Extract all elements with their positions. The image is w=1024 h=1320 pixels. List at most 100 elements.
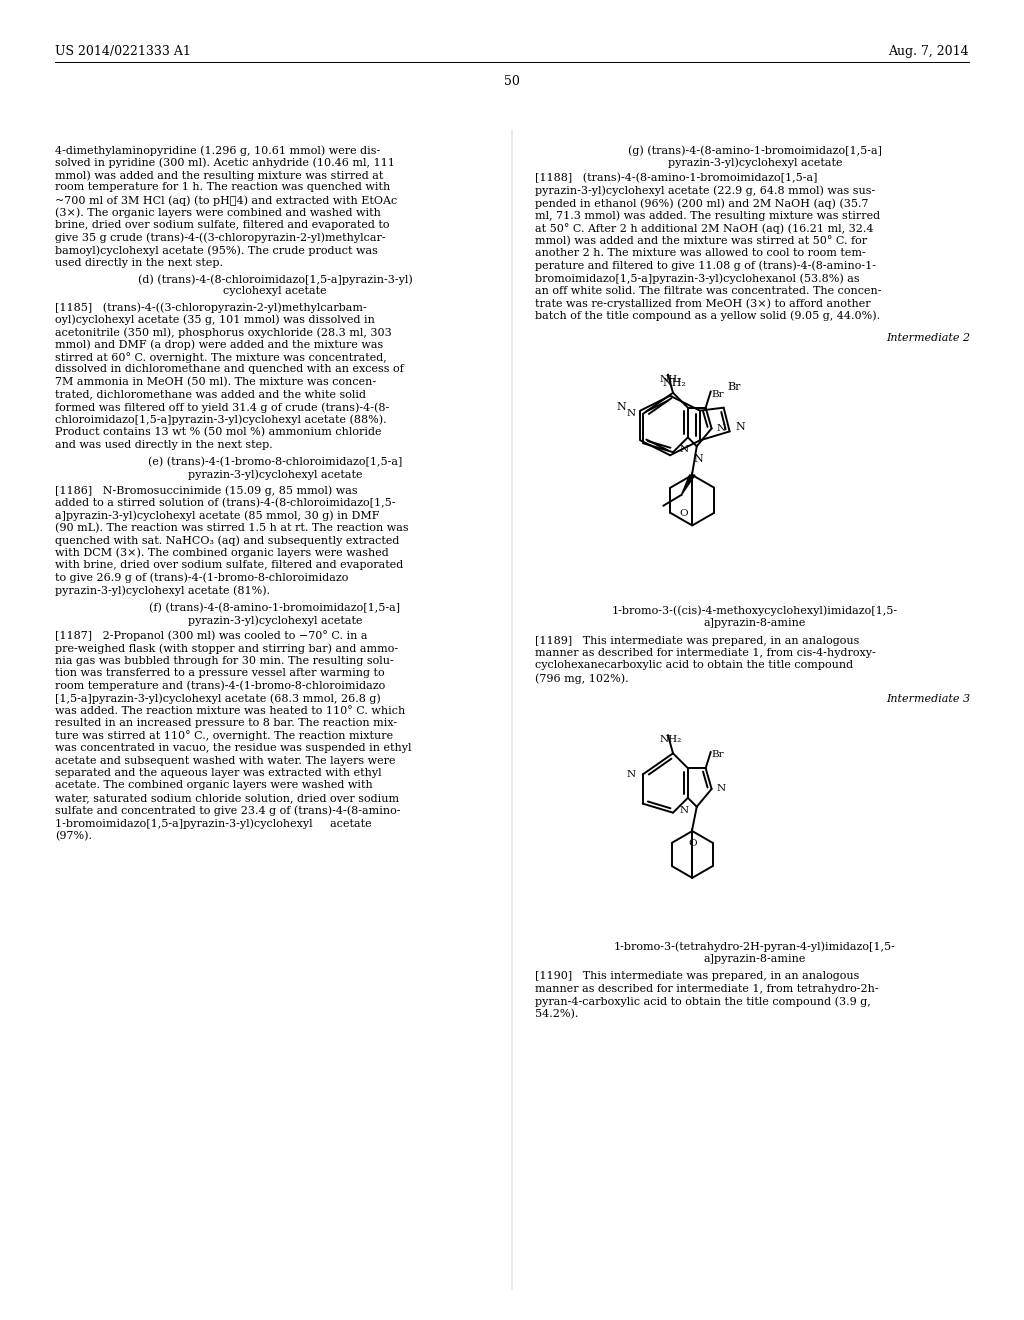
Text: (e) (trans)-4-(1-bromo-8-chloroimidazo[1,5-a]: (e) (trans)-4-(1-bromo-8-chloroimidazo[1… <box>147 457 402 467</box>
Text: pyrazin-3-yl)cyclohexyl acetate (81%).: pyrazin-3-yl)cyclohexyl acetate (81%). <box>55 585 270 595</box>
Text: mmol) and DMF (a drop) were added and the mixture was: mmol) and DMF (a drop) were added and th… <box>55 339 383 350</box>
Text: N: N <box>735 422 745 433</box>
Text: (f) (trans)-4-(8-amino-1-bromoimidazo[1,5-a]: (f) (trans)-4-(8-amino-1-bromoimidazo[1,… <box>150 602 400 612</box>
Text: [1188]   (trans)-4-(8-amino-1-bromoimidazo[1,5-a]: [1188] (trans)-4-(8-amino-1-bromoimidazo… <box>535 173 817 183</box>
Text: NH₂: NH₂ <box>660 375 682 384</box>
Text: US 2014/0221333 A1: US 2014/0221333 A1 <box>55 45 190 58</box>
Text: batch of the title compound as a yellow solid (9.05 g, 44.0%).: batch of the title compound as a yellow … <box>535 310 880 321</box>
Text: sulfate and concentrated to give 23.4 g of (trans)-4-(8-amino-: sulfate and concentrated to give 23.4 g … <box>55 805 400 816</box>
Text: pyrazin-3-yl)cyclohexyl acetate: pyrazin-3-yl)cyclohexyl acetate <box>187 615 362 626</box>
Text: with DCM (3×). The combined organic layers were washed: with DCM (3×). The combined organic laye… <box>55 548 389 558</box>
Text: (3×). The organic layers were combined and washed with: (3×). The organic layers were combined a… <box>55 207 381 218</box>
Text: Br: Br <box>712 389 724 399</box>
Text: pyran-4-carboxylic acid to obtain the title compound (3.9 g,: pyran-4-carboxylic acid to obtain the ti… <box>535 997 870 1007</box>
Text: trated, dichloromethane was added and the white solid: trated, dichloromethane was added and th… <box>55 389 366 400</box>
Text: pre-weighed flask (with stopper and stirring bar) and ammo-: pre-weighed flask (with stopper and stir… <box>55 643 398 653</box>
Text: dissolved in dichloromethane and quenched with an excess of: dissolved in dichloromethane and quenche… <box>55 364 403 375</box>
Text: 54.2%).: 54.2%). <box>535 1008 579 1019</box>
Text: 1-bromoimidazo[1,5-a]pyrazin-3-yl)cyclohexyl     acetate: 1-bromoimidazo[1,5-a]pyrazin-3-yl)cycloh… <box>55 818 372 829</box>
Text: mmol) was added and the mixture was stirred at 50° C. for: mmol) was added and the mixture was stir… <box>535 235 867 246</box>
Text: trate was re-crystallized from MeOH (3×) to afford another: trate was re-crystallized from MeOH (3×)… <box>535 298 870 309</box>
Text: 1-bromo-3-(tetrahydro-2H-pyran-4-yl)imidazo[1,5-: 1-bromo-3-(tetrahydro-2H-pyran-4-yl)imid… <box>614 941 896 952</box>
Text: cyclohexyl acetate: cyclohexyl acetate <box>223 286 327 297</box>
Text: (97%).: (97%). <box>55 830 92 841</box>
Text: acetonitrile (350 ml), phosphorus oxychloride (28.3 ml, 303: acetonitrile (350 ml), phosphorus oxychl… <box>55 327 392 338</box>
Text: pended in ethanol (96%) (200 ml) and 2M NaOH (aq) (35.7: pended in ethanol (96%) (200 ml) and 2M … <box>535 198 868 209</box>
Text: a]pyrazin-3-yl)cyclohexyl acetate (85 mmol, 30 g) in DMF: a]pyrazin-3-yl)cyclohexyl acetate (85 mm… <box>55 510 380 520</box>
Text: room temperature for 1 h. The reaction was quenched with: room temperature for 1 h. The reaction w… <box>55 182 390 193</box>
Text: O: O <box>679 510 688 517</box>
Text: an off white solid. The filtrate was concentrated. The concen-: an off white solid. The filtrate was con… <box>535 285 882 296</box>
Text: with brine, dried over sodium sulfate, filtered and evaporated: with brine, dried over sodium sulfate, f… <box>55 560 403 570</box>
Text: quenched with sat. NaHCO₃ (aq) and subsequently extracted: quenched with sat. NaHCO₃ (aq) and subse… <box>55 535 399 545</box>
Text: stirred at 60° C. overnight. The mixture was concentrated,: stirred at 60° C. overnight. The mixture… <box>55 352 387 363</box>
Text: NH₂: NH₂ <box>663 378 686 388</box>
Text: a]pyrazin-8-amine: a]pyrazin-8-amine <box>703 953 806 964</box>
Text: O: O <box>688 840 696 847</box>
Text: N: N <box>679 445 688 454</box>
Text: N: N <box>626 409 635 418</box>
Text: N: N <box>693 454 702 465</box>
Text: bamoyl)cyclohexyl acetate (95%). The crude product was: bamoyl)cyclohexyl acetate (95%). The cru… <box>55 246 378 256</box>
Text: N: N <box>626 770 635 779</box>
Text: N: N <box>717 784 726 793</box>
Text: N: N <box>679 805 688 814</box>
Text: give 35 g crude (trans)-4-((3-chloropyrazin-2-yl)methylcar-: give 35 g crude (trans)-4-((3-chloropyra… <box>55 232 386 243</box>
Polygon shape <box>681 475 695 495</box>
Text: at 50° C. After 2 h additional 2M NaOH (aq) (16.21 ml, 32.4: at 50° C. After 2 h additional 2M NaOH (… <box>535 223 873 234</box>
Text: NH₂: NH₂ <box>660 735 682 744</box>
Text: pyrazin-3-yl)cyclohexyl acetate: pyrazin-3-yl)cyclohexyl acetate <box>668 157 843 168</box>
Text: 4-dimethylaminopyridine (1.296 g, 10.61 mmol) were dis-: 4-dimethylaminopyridine (1.296 g, 10.61 … <box>55 145 380 156</box>
Text: Aug. 7, 2014: Aug. 7, 2014 <box>889 45 969 58</box>
Text: (90 mL). The reaction was stirred 1.5 h at rt. The reaction was: (90 mL). The reaction was stirred 1.5 h … <box>55 523 409 533</box>
Text: formed was filtered off to yield 31.4 g of crude (trans)-4-(8-: formed was filtered off to yield 31.4 g … <box>55 403 389 413</box>
Text: Br: Br <box>712 750 724 759</box>
Text: was added. The reaction mixture was heated to 110° C. which: was added. The reaction mixture was heat… <box>55 705 406 715</box>
Text: separated and the aqueous layer was extracted with ethyl: separated and the aqueous layer was extr… <box>55 768 382 777</box>
Text: pyrazin-3-yl)cyclohexyl acetate: pyrazin-3-yl)cyclohexyl acetate <box>187 470 362 480</box>
Text: chloroimidazo[1,5-a]pyrazin-3-yl)cyclohexyl acetate (88%).: chloroimidazo[1,5-a]pyrazin-3-yl)cyclohe… <box>55 414 387 425</box>
Text: [1186]   N-Bromosuccinimide (15.09 g, 85 mmol) was: [1186] N-Bromosuccinimide (15.09 g, 85 m… <box>55 484 357 495</box>
Text: 7M ammonia in MeOH (50 ml). The mixture was concen-: 7M ammonia in MeOH (50 ml). The mixture … <box>55 378 376 387</box>
Text: to give 26.9 g of (trans)-4-(1-bromo-8-chloroimidazo: to give 26.9 g of (trans)-4-(1-bromo-8-c… <box>55 573 348 583</box>
Text: acetate and subsequent washed with water. The layers were: acetate and subsequent washed with water… <box>55 755 395 766</box>
Text: Intermediate 3: Intermediate 3 <box>886 693 970 704</box>
Text: 50: 50 <box>504 75 520 88</box>
Text: solved in pyridine (300 ml). Acetic anhydride (10.46 ml, 111: solved in pyridine (300 ml). Acetic anhy… <box>55 157 395 168</box>
Text: 1-bromo-3-((cis)-4-methoxycyclohexyl)imidazo[1,5-: 1-bromo-3-((cis)-4-methoxycyclohexyl)imi… <box>612 606 898 616</box>
Text: (d) (trans)-4-(8-chloroimidazo[1,5-a]pyrazin-3-yl): (d) (trans)-4-(8-chloroimidazo[1,5-a]pyr… <box>137 275 413 285</box>
Text: (g) (trans)-4-(8-amino-1-bromoimidazo[1,5-a]: (g) (trans)-4-(8-amino-1-bromoimidazo[1,… <box>628 145 882 156</box>
Text: manner as described for intermediate 1, from tetrahydro-2h-: manner as described for intermediate 1, … <box>535 983 879 994</box>
Text: [1187]   2-Propanol (300 ml) was cooled to −70° C. in a: [1187] 2-Propanol (300 ml) was cooled to… <box>55 631 368 642</box>
Text: a]pyrazin-8-amine: a]pyrazin-8-amine <box>703 618 806 628</box>
Text: N: N <box>717 424 726 433</box>
Text: N: N <box>616 401 627 412</box>
Text: nia gas was bubbled through for 30 min. The resulting solu-: nia gas was bubbled through for 30 min. … <box>55 656 394 665</box>
Text: room temperature and (trans)-4-(1-bromo-8-chloroimidazo: room temperature and (trans)-4-(1-bromo-… <box>55 681 385 692</box>
Text: manner as described for intermediate 1, from cis-4-hydroxy-: manner as described for intermediate 1, … <box>535 648 876 657</box>
Text: [1189]   This intermediate was prepared, in an analogous: [1189] This intermediate was prepared, i… <box>535 635 859 645</box>
Text: Intermediate 2: Intermediate 2 <box>886 333 970 343</box>
Text: tion was transferred to a pressure vessel after warming to: tion was transferred to a pressure vesse… <box>55 668 385 678</box>
Text: mmol) was added and the resulting mixture was stirred at: mmol) was added and the resulting mixtur… <box>55 170 383 181</box>
Text: oyl)cyclohexyl acetate (35 g, 101 mmol) was dissolved in: oyl)cyclohexyl acetate (35 g, 101 mmol) … <box>55 314 375 325</box>
Text: cyclohexanecarboxylic acid to obtain the title compound: cyclohexanecarboxylic acid to obtain the… <box>535 660 853 671</box>
Text: (796 mg, 102%).: (796 mg, 102%). <box>535 673 629 684</box>
Text: [1185]   (trans)-4-((3-chloropyrazin-2-yl)methylcarbam-: [1185] (trans)-4-((3-chloropyrazin-2-yl)… <box>55 302 367 313</box>
Text: and was used directly in the next step.: and was used directly in the next step. <box>55 440 272 450</box>
Text: bromoimidazo[1,5-a]pyrazin-3-yl)cyclohexanol (53.8%) as: bromoimidazo[1,5-a]pyrazin-3-yl)cyclohex… <box>535 273 859 284</box>
Text: another 2 h. The mixture was allowed to cool to room tem-: another 2 h. The mixture was allowed to … <box>535 248 865 257</box>
Text: ml, 71.3 mmol) was added. The resulting mixture was stirred: ml, 71.3 mmol) was added. The resulting … <box>535 210 880 220</box>
Text: [1,5-a]pyrazin-3-yl)cyclohexyl acetate (68.3 mmol, 26.8 g): [1,5-a]pyrazin-3-yl)cyclohexyl acetate (… <box>55 693 381 704</box>
Text: ~700 ml of 3M HCl (aq) (to pH4) and extracted with EtOAc: ~700 ml of 3M HCl (aq) (to pH4) and ext… <box>55 195 397 206</box>
Text: acetate. The combined organic layers were washed with: acetate. The combined organic layers wer… <box>55 780 373 791</box>
Text: pyrazin-3-yl)cyclohexyl acetate (22.9 g, 64.8 mmol) was sus-: pyrazin-3-yl)cyclohexyl acetate (22.9 g,… <box>535 186 876 197</box>
Text: used directly in the next step.: used directly in the next step. <box>55 257 223 268</box>
Text: Br: Br <box>728 381 741 392</box>
Text: perature and filtered to give 11.08 g of (trans)-4-(8-amino-1-: perature and filtered to give 11.08 g of… <box>535 260 876 271</box>
Text: ture was stirred at 110° C., overnight. The reaction mixture: ture was stirred at 110° C., overnight. … <box>55 730 393 742</box>
Text: [1190]   This intermediate was prepared, in an analogous: [1190] This intermediate was prepared, i… <box>535 972 859 981</box>
Text: resulted in an increased pressure to 8 bar. The reaction mix-: resulted in an increased pressure to 8 b… <box>55 718 397 729</box>
Text: added to a stirred solution of (trans)-4-(8-chloroimidazo[1,5-: added to a stirred solution of (trans)-4… <box>55 498 395 508</box>
Text: Product contains 13 wt % (50 mol %) ammonium chloride: Product contains 13 wt % (50 mol %) ammo… <box>55 426 382 437</box>
